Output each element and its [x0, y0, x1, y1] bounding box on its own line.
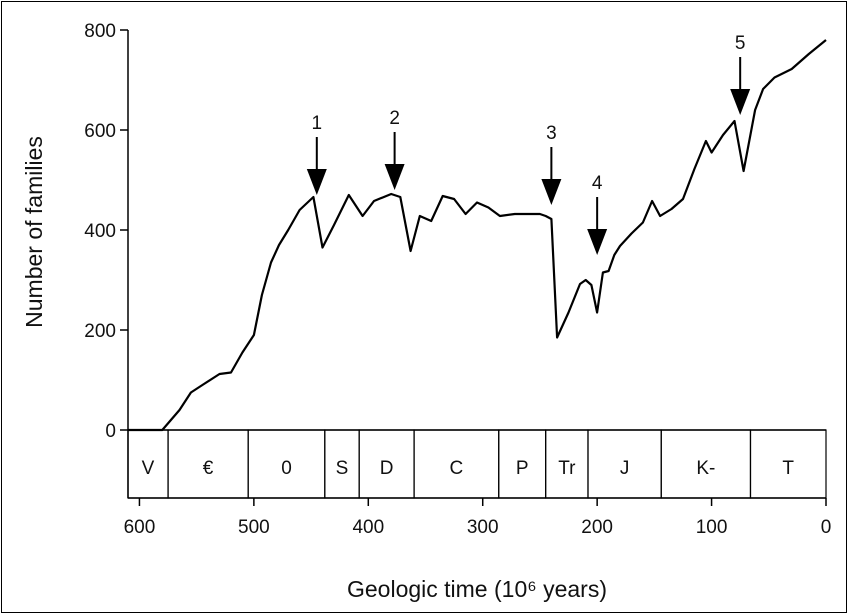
arrow-label: 5 [735, 33, 746, 54]
x-tick-label: 600 [124, 517, 156, 538]
x-tick-label: 500 [238, 517, 270, 538]
y-tick-label: 600 [84, 121, 116, 142]
x-tick-label: 0 [821, 517, 832, 538]
y-tick-label: 400 [84, 221, 116, 242]
x-tick-label: 100 [696, 517, 728, 538]
arrow-label: 4 [592, 173, 603, 194]
period-label: Tr [558, 458, 576, 479]
period-box [749, 429, 827, 499]
arrow-head [730, 89, 751, 115]
x-axis-title: Geologic time (10⁶ years) [347, 576, 607, 602]
y-tick-label: 800 [84, 21, 116, 42]
y-axis-title: Number of families [21, 136, 47, 328]
period-label: K- [696, 458, 715, 479]
period-label: D [380, 458, 394, 479]
families-line [128, 39, 827, 432]
x-tick-label: 300 [467, 517, 499, 538]
period-label: T [782, 458, 794, 479]
x-tick-label: 400 [352, 517, 384, 538]
period-label: € [203, 458, 214, 479]
period-band: V €0 S D C P Tr J K- T [127, 429, 827, 499]
y-tick-label: 200 [84, 321, 116, 342]
arrow-label: 2 [389, 108, 400, 129]
period-label: V [142, 458, 155, 479]
series-layer [128, 39, 827, 432]
period-label: C [450, 458, 464, 479]
period-label: P [516, 458, 529, 479]
arrow-head [384, 164, 405, 190]
period-label: 0 [281, 458, 292, 479]
axes: 0 200 400 600 800 600 500 400 300 200 100 0 [84, 21, 831, 538]
arrow-head [541, 179, 562, 205]
arrow-label: 1 [312, 113, 323, 134]
arrow-label: 3 [546, 123, 557, 144]
x-tick-label: 200 [581, 517, 613, 538]
period-label: J [620, 458, 630, 479]
arrow-head [587, 229, 608, 255]
arrow-head [306, 169, 327, 195]
y-tick-label: 0 [105, 421, 116, 442]
period-label: S [336, 458, 349, 479]
annotations: 1 2 3 4 5 [306, 33, 751, 255]
